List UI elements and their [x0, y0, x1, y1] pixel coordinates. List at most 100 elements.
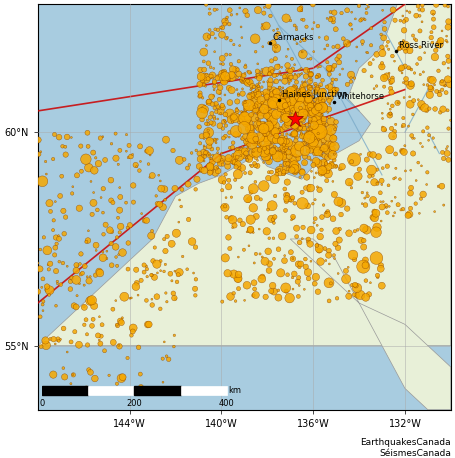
Point — [273, 136, 280, 144]
Point — [36, 313, 44, 321]
Point — [203, 149, 210, 157]
Point — [292, 89, 299, 97]
Point — [289, 111, 296, 119]
Point — [266, 39, 273, 47]
Point — [210, 92, 217, 99]
Point — [303, 93, 311, 100]
Point — [282, 150, 289, 157]
Point — [287, 249, 294, 256]
Point — [252, 291, 259, 299]
Point — [246, 104, 253, 112]
Point — [325, 279, 333, 287]
Point — [328, 65, 335, 72]
Point — [243, 105, 250, 112]
Point — [114, 214, 121, 221]
Point — [70, 371, 77, 379]
Point — [246, 153, 253, 161]
Point — [283, 191, 290, 199]
Point — [244, 114, 251, 121]
Point — [432, 1, 440, 8]
Point — [67, 338, 75, 346]
Point — [301, 159, 308, 166]
Point — [389, 52, 396, 60]
Point — [423, 107, 430, 114]
Point — [310, 110, 317, 118]
Point — [232, 66, 239, 73]
Point — [274, 153, 281, 160]
Point — [283, 92, 290, 99]
Point — [221, 17, 228, 25]
Point — [298, 145, 305, 153]
Point — [249, 104, 257, 111]
Point — [250, 279, 258, 286]
Point — [38, 284, 46, 291]
Point — [301, 91, 308, 98]
Point — [307, 100, 314, 107]
Point — [308, 94, 315, 101]
Point — [314, 97, 322, 104]
Point — [284, 101, 292, 108]
Point — [310, 103, 317, 110]
Point — [270, 39, 277, 46]
Point — [351, 281, 359, 289]
Point — [303, 132, 310, 139]
Point — [269, 93, 276, 101]
Point — [260, 78, 268, 86]
Point — [291, 165, 298, 172]
Point — [270, 120, 278, 128]
Point — [304, 147, 312, 155]
Point — [272, 122, 279, 130]
Point — [99, 248, 106, 256]
Point — [264, 155, 271, 162]
Point — [171, 185, 178, 192]
Point — [371, 214, 378, 222]
Point — [159, 355, 167, 362]
Point — [59, 142, 66, 150]
Point — [299, 85, 306, 92]
Point — [138, 210, 145, 217]
Point — [313, 87, 321, 94]
Point — [240, 112, 247, 119]
Point — [348, 184, 355, 191]
Point — [305, 67, 312, 74]
Point — [204, 75, 212, 82]
Point — [276, 84, 283, 91]
Point — [293, 78, 300, 86]
Point — [274, 93, 281, 100]
Point — [289, 130, 297, 137]
Point — [319, 76, 326, 84]
Point — [271, 88, 278, 95]
Point — [263, 90, 270, 98]
Point — [418, 101, 425, 108]
Point — [212, 100, 220, 107]
Point — [322, 257, 329, 264]
Point — [248, 163, 256, 170]
Point — [285, 80, 293, 87]
Point — [112, 253, 120, 261]
Point — [133, 279, 141, 287]
Point — [252, 90, 259, 98]
Point — [258, 145, 265, 153]
Point — [276, 147, 283, 154]
Point — [382, 126, 389, 134]
Point — [315, 136, 322, 143]
Point — [116, 184, 123, 191]
Point — [68, 134, 75, 141]
Point — [62, 143, 69, 150]
Point — [147, 272, 155, 279]
Point — [268, 92, 276, 99]
Point — [91, 375, 99, 382]
Point — [230, 152, 238, 159]
Point — [222, 194, 230, 202]
Point — [287, 101, 294, 109]
Point — [301, 109, 308, 116]
Point — [157, 185, 165, 192]
Point — [161, 185, 168, 193]
Point — [330, 135, 337, 142]
Point — [294, 278, 301, 285]
Point — [316, 111, 323, 118]
Point — [311, 174, 318, 181]
Point — [357, 291, 364, 299]
Point — [358, 237, 365, 244]
Point — [374, 224, 381, 231]
